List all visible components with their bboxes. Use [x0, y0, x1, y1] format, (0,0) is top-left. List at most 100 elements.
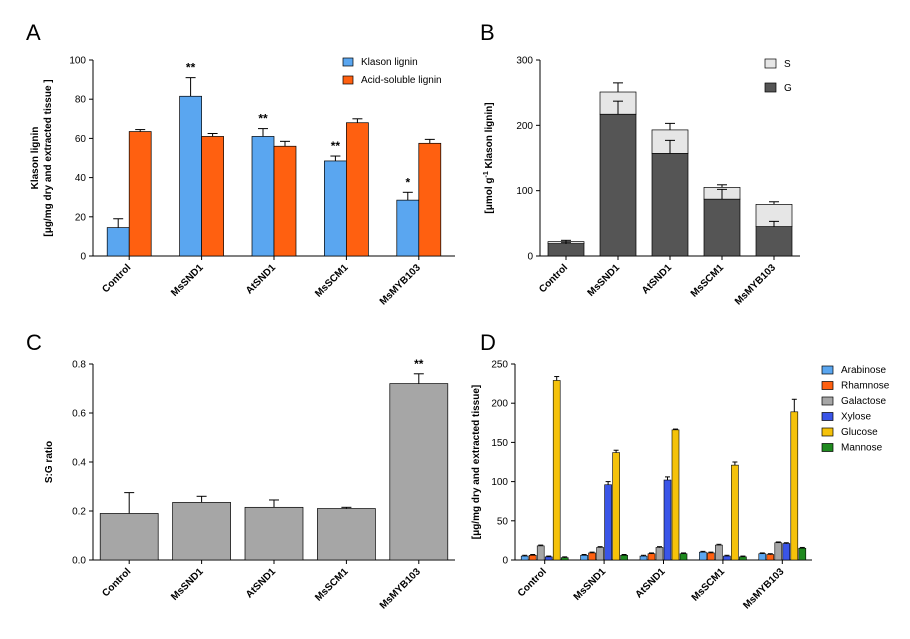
bar-d — [739, 556, 747, 561]
legend-swatch-b — [764, 58, 777, 69]
bar-c — [244, 506, 304, 561]
category-label-c: AtSND1 — [244, 566, 278, 600]
bar-d — [766, 554, 775, 561]
significance-label-a: ** — [186, 61, 196, 75]
significance-label-a: ** — [258, 112, 268, 126]
bar-d — [774, 542, 783, 561]
y-tick-label-c: 0.2 — [72, 507, 86, 518]
legend-swatch-d — [821, 365, 834, 375]
bar-d — [671, 429, 680, 561]
legend-label-a: Acid-soluble lignin — [361, 75, 442, 86]
bar-d — [723, 555, 731, 561]
bar-a — [128, 131, 152, 257]
bar-b — [703, 198, 741, 257]
y-tick-label-b: 200 — [516, 121, 533, 132]
bar-d — [731, 464, 739, 561]
bar-a — [251, 136, 275, 257]
y-tick-label-d: 200 — [491, 399, 508, 410]
bar-d — [798, 547, 807, 561]
y-tick-label-a: 60 — [75, 134, 87, 145]
category-label-a: AtSND1 — [244, 262, 278, 296]
y-tick-label-d: 150 — [491, 438, 508, 449]
legend-swatch-d — [821, 381, 834, 390]
bar-b — [547, 243, 585, 257]
legend-label-b: S — [784, 59, 791, 70]
bar-d — [655, 547, 664, 561]
bar-a — [201, 136, 224, 257]
y-tick-label-c: 0.6 — [72, 409, 86, 420]
bar-d — [580, 554, 588, 561]
legend-swatch-a — [342, 75, 354, 85]
y-axis-label-b: [μmol g-1 Klason lignin] — [483, 102, 495, 213]
bar-d — [679, 553, 688, 561]
y-axis-label-d: [μg/mg dry and extracted tissue] — [471, 385, 482, 540]
legend-label-d: Xylose — [841, 412, 871, 423]
legend-label-d: Rhamnose — [841, 381, 890, 392]
bar-d — [604, 484, 612, 561]
y-tick-label-a: 100 — [69, 56, 86, 67]
panel-letter-d: D — [480, 330, 496, 355]
bar-d — [663, 479, 672, 561]
category-label-b: MsSND1 — [586, 262, 623, 299]
panel-letter-c: C — [26, 330, 42, 355]
legend-swatch-d — [821, 427, 834, 437]
category-label-b: MsMYB103 — [733, 262, 778, 307]
y-tick-label-a: 0 — [80, 252, 86, 263]
y-axis-label-a: [μg/mg dry and extracted tissue ] — [43, 79, 54, 236]
category-label-b: MsSCM1 — [689, 262, 727, 300]
bar-c — [172, 502, 231, 561]
category-label-d: AtSND1 — [634, 566, 668, 600]
panel-letter-b: B — [480, 20, 495, 45]
bar-d — [715, 544, 723, 561]
category-label-c: MsMYB103 — [378, 566, 423, 611]
bar-a — [396, 199, 420, 257]
bar-d — [596, 547, 604, 561]
legend-label-b: G — [784, 83, 792, 94]
bar-d — [544, 556, 553, 561]
bar-b — [599, 113, 637, 257]
bar-d — [647, 553, 656, 561]
bar-d — [552, 380, 561, 561]
y-axis-label-c: S:G ratio — [44, 441, 55, 483]
bar-c — [99, 513, 159, 561]
bar-a — [179, 95, 202, 257]
bar-d — [782, 543, 791, 561]
bar-b — [755, 226, 793, 257]
y-tick-label-c: 0.0 — [72, 556, 86, 567]
y-axis-label-a: Klason lignin — [30, 127, 41, 190]
bar-d — [588, 552, 596, 561]
category-label-a: MsSND1 — [169, 262, 206, 299]
y-tick-label-c: 0.8 — [72, 360, 86, 371]
category-label-b: Control — [537, 262, 570, 295]
y-tick-label-b: 300 — [516, 56, 533, 67]
legend-label-d: Arabinose — [841, 365, 886, 376]
legend-label-a: Klason lignin — [361, 57, 418, 68]
legend-label-d: Galactose — [841, 396, 886, 407]
bar-c — [317, 508, 376, 561]
category-label-b: AtSND1 — [640, 262, 674, 296]
bar-a — [346, 122, 369, 257]
legend-swatch-d — [821, 412, 834, 421]
y-tick-label-d: 50 — [497, 516, 509, 527]
bar-d — [707, 552, 715, 561]
y-tick-label-d: 0 — [502, 556, 508, 567]
significance-label-a: ** — [331, 139, 341, 153]
category-label-d: MsSND1 — [572, 566, 609, 603]
category-label-d: MsSCM1 — [690, 566, 728, 604]
bar-d — [528, 554, 537, 561]
bar-d — [758, 553, 767, 561]
y-tick-label-a: 40 — [75, 173, 87, 184]
legend-swatch-b — [764, 82, 777, 93]
bar-d — [699, 551, 707, 561]
category-label-c: MsSCM1 — [313, 566, 351, 604]
significance-label-a: * — [405, 175, 410, 189]
bar-d — [560, 557, 569, 561]
category-label-d: MsMYB103 — [741, 566, 786, 611]
y-tick-label-c: 0.4 — [72, 458, 86, 469]
legend-swatch-d — [821, 396, 834, 406]
y-tick-label-a: 80 — [75, 95, 87, 106]
bar-d — [790, 411, 799, 561]
bar-d — [520, 555, 529, 561]
bar-d — [639, 555, 648, 561]
